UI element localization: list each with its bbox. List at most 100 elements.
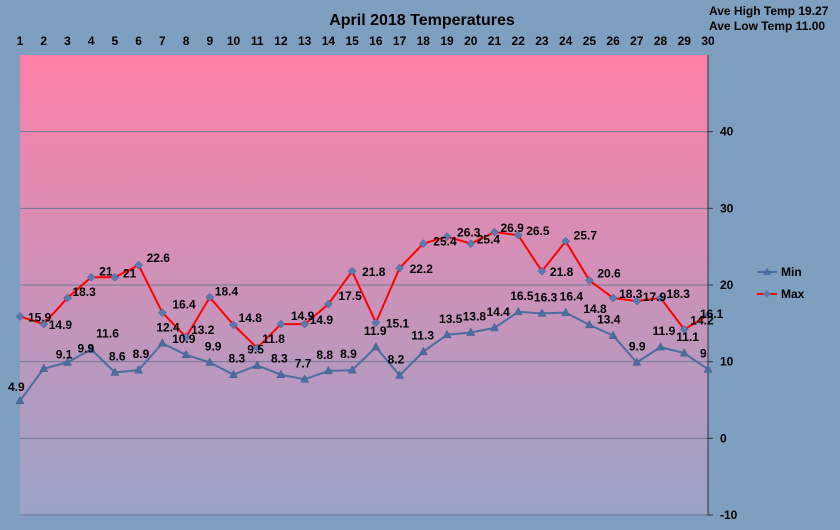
y-tick-label: 20 bbox=[720, 278, 734, 292]
y-tick-label: 0 bbox=[720, 431, 727, 445]
x-tick-label: 20 bbox=[464, 34, 478, 48]
min-point bbox=[229, 369, 238, 378]
max-data-label: 21.8 bbox=[362, 265, 386, 279]
min-data-label: 8.2 bbox=[388, 352, 405, 366]
min-point bbox=[110, 367, 120, 376]
min-data-label: 16.3 bbox=[534, 290, 558, 304]
max-point bbox=[324, 299, 333, 309]
x-tick-label: 2 bbox=[40, 34, 47, 48]
x-tick-label: 9 bbox=[206, 34, 213, 48]
min-data-label: 8.3 bbox=[229, 352, 246, 366]
min-point bbox=[537, 308, 547, 317]
x-tick-label: 10 bbox=[227, 34, 241, 48]
min-point bbox=[134, 365, 144, 374]
x-tick-label: 19 bbox=[440, 34, 454, 48]
x-tick-label: 7 bbox=[159, 34, 166, 48]
max-point bbox=[205, 292, 215, 302]
max-data-label: 14.8 bbox=[239, 311, 263, 325]
min-point bbox=[39, 363, 49, 372]
x-axis: 1 2 3 4 5 6 7 8 9 10 11 12 13 14 15 16 17 18 19 20 21 22 23 24 2… bbox=[17, 34, 715, 48]
y-tick-label: 30 bbox=[720, 201, 734, 215]
min-point bbox=[490, 322, 499, 332]
min-data-label: 9 bbox=[700, 346, 707, 360]
x-tick-label: 1 bbox=[17, 34, 24, 48]
max-point bbox=[252, 343, 262, 353]
min-point bbox=[86, 344, 96, 353]
min-data-label: 13.8 bbox=[463, 310, 487, 324]
series-line-min bbox=[19, 310, 709, 402]
min-point bbox=[252, 360, 262, 369]
max-point bbox=[63, 293, 72, 303]
min-point bbox=[395, 370, 405, 379]
x-tick-label: 23 bbox=[535, 34, 549, 48]
gridlines bbox=[20, 131, 708, 516]
max-point bbox=[300, 319, 310, 329]
min-data-label: 16.4 bbox=[560, 290, 584, 304]
max-data-label: 18.4 bbox=[215, 284, 239, 298]
min-data-label: 12.4 bbox=[156, 320, 180, 334]
max-point bbox=[418, 239, 428, 248]
x-tick-label: 15 bbox=[345, 34, 359, 48]
min-data-label: 9.9 bbox=[205, 339, 222, 353]
min-data-label: 13.4 bbox=[597, 313, 621, 327]
min-point bbox=[561, 307, 571, 316]
min-point bbox=[276, 369, 286, 378]
legend-marker-max bbox=[763, 290, 771, 298]
max-data-label: 18.3 bbox=[667, 287, 691, 301]
x-tick-label: 5 bbox=[112, 34, 119, 48]
max-point bbox=[110, 272, 120, 282]
max-data-label: 22.6 bbox=[147, 251, 171, 265]
max-point bbox=[632, 296, 642, 306]
min-data-label: 13.5 bbox=[439, 312, 463, 326]
max-data-label: 13.2 bbox=[191, 323, 215, 337]
max-data-label: 25.4 bbox=[433, 235, 457, 249]
max-data-label: 21 bbox=[123, 266, 137, 280]
max-point bbox=[703, 310, 713, 320]
max-point bbox=[39, 319, 49, 329]
max-point bbox=[157, 308, 167, 317]
max-data-label: 18.3 bbox=[72, 285, 96, 299]
ave-high-text: Ave High Temp 19.27 bbox=[709, 4, 829, 18]
min-data-label: 4.9 bbox=[8, 380, 25, 394]
max-point bbox=[513, 230, 523, 240]
min-point bbox=[205, 357, 215, 366]
max-data-label: 15.9 bbox=[28, 310, 52, 324]
x-tick-label: 22 bbox=[512, 34, 526, 48]
legend: Min Max bbox=[757, 265, 805, 301]
max-data-label: 16.1 bbox=[700, 307, 724, 321]
min-data-label: 9.5 bbox=[247, 343, 264, 357]
x-tick-label: 4 bbox=[88, 34, 95, 48]
x-tick-label: 13 bbox=[298, 34, 312, 48]
max-data-label: 15.1 bbox=[386, 317, 410, 331]
max-data-label: 25.7 bbox=[574, 228, 598, 242]
min-point bbox=[608, 330, 618, 339]
max-data-label: 21 bbox=[99, 264, 113, 278]
max-data-label: 25.4 bbox=[477, 233, 501, 247]
max-data-label: 22.2 bbox=[410, 262, 434, 276]
max-point bbox=[229, 320, 238, 330]
legend-label-min: Min bbox=[781, 265, 802, 279]
x-tick-label: 12 bbox=[274, 34, 288, 48]
min-point bbox=[656, 342, 665, 351]
ave-low-text: Ave Low Temp 11.00 bbox=[709, 19, 825, 33]
x-tick-label: 17 bbox=[393, 34, 407, 48]
min-point bbox=[418, 346, 428, 355]
min-data-label: 9.1 bbox=[56, 348, 73, 362]
x-tick-label: 8 bbox=[183, 34, 190, 48]
x-tick-label: 25 bbox=[583, 34, 597, 48]
min-point bbox=[584, 319, 594, 329]
x-tick-label: 11 bbox=[251, 34, 264, 48]
min-point bbox=[63, 357, 72, 366]
min-point bbox=[442, 329, 452, 339]
max-data-label: 17.5 bbox=[338, 289, 362, 303]
max-point bbox=[347, 266, 357, 276]
min-data-label: 8.9 bbox=[133, 347, 150, 361]
min-point bbox=[466, 327, 476, 336]
x-tick-label: 21 bbox=[488, 34, 502, 48]
max-point bbox=[561, 236, 571, 246]
x-tick-label: 26 bbox=[606, 34, 620, 48]
x-tick-label: 16 bbox=[369, 34, 383, 48]
max-point bbox=[466, 239, 476, 248]
min-data-label: 9.9 bbox=[77, 341, 94, 355]
